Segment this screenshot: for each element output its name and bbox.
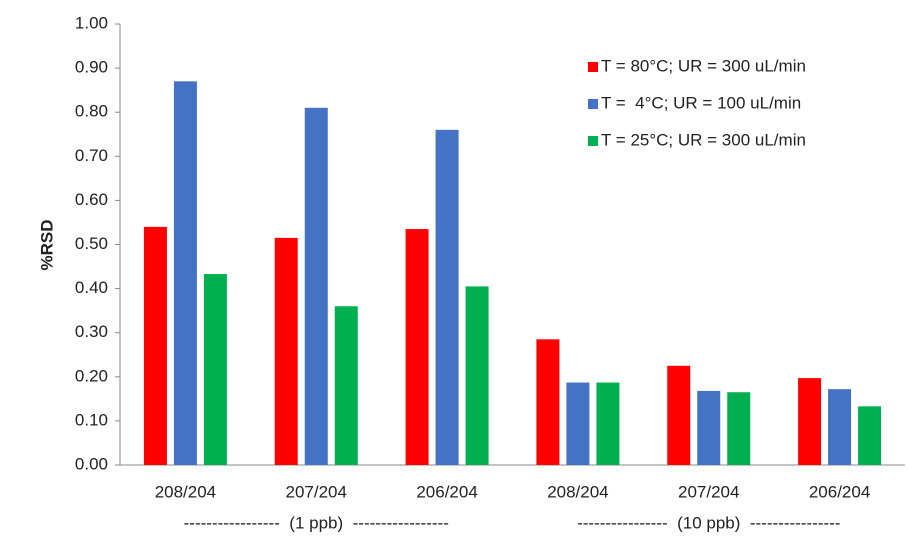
legend-label: T = 25°C; UR = 300 uL/min	[601, 130, 806, 149]
bar	[858, 406, 882, 465]
bar	[274, 237, 298, 465]
legend-label: T = 80°C; UR = 300 uL/min	[601, 56, 806, 75]
x-tick-label: 208/204	[547, 482, 608, 501]
bar	[465, 286, 489, 465]
x-tick-label: 207/204	[678, 482, 739, 501]
y-tick-label: 0.80	[75, 102, 108, 121]
bar	[596, 382, 620, 465]
bar	[798, 378, 822, 465]
legend-label: T = 4°C; UR = 100 uL/min	[601, 93, 801, 112]
bar	[173, 81, 197, 465]
bar	[143, 226, 167, 465]
x-tick-label: 206/204	[809, 482, 870, 501]
y-axis-label: %RSD	[37, 219, 56, 270]
bar	[566, 382, 590, 465]
x-tick-label: 207/204	[286, 482, 347, 501]
legend-swatch	[588, 62, 598, 72]
bar	[304, 107, 328, 465]
y-tick-label: 0.00	[75, 454, 108, 473]
legend-swatch	[588, 136, 598, 146]
bar	[697, 390, 721, 465]
group-label: ----------------- (1 ppb) --------------…	[184, 513, 449, 532]
y-tick-label: 0.50	[75, 234, 108, 253]
group-label: ---------------- (10 ppb) --------------…	[577, 513, 840, 532]
bar	[435, 129, 459, 465]
y-tick-label: 0.60	[75, 190, 108, 209]
y-tick-label: 0.70	[75, 146, 108, 165]
bar	[828, 389, 852, 465]
bar	[203, 274, 227, 465]
x-tick-label: 206/204	[416, 482, 477, 501]
bar	[334, 306, 358, 465]
y-tick-label: 0.20	[75, 366, 108, 385]
bar	[667, 365, 691, 465]
bar	[405, 229, 429, 465]
bar	[727, 392, 751, 465]
y-tick-label: 0.90	[75, 58, 108, 77]
y-tick-label: 0.30	[75, 322, 108, 341]
y-tick-label: 0.40	[75, 278, 108, 297]
x-tick-label: 208/204	[155, 482, 216, 501]
y-tick-label: 0.10	[75, 410, 108, 429]
bar	[536, 339, 560, 465]
y-tick-label: 1.00	[75, 13, 108, 32]
legend-swatch	[588, 99, 598, 109]
